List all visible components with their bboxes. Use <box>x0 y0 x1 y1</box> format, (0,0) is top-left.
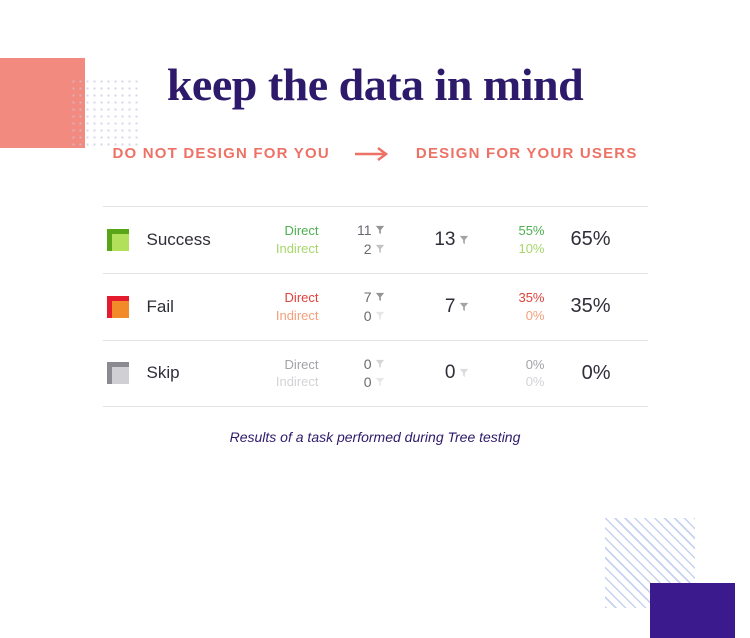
direct-pct: 0% <box>475 356 545 374</box>
count-group: 7 0 <box>325 288 385 326</box>
total-count: 7 <box>391 296 469 318</box>
decorative-dot-grid <box>70 78 140 148</box>
count-group: 0 0 <box>325 355 385 393</box>
total-count: 13 <box>391 229 469 251</box>
sublabel-group: Direct Indirect <box>239 222 319 257</box>
sublabel-group: Direct Indirect <box>239 289 319 324</box>
category-swatch <box>107 362 129 384</box>
total-pct: 65% <box>551 228 611 251</box>
sublabel-indirect: Indirect <box>239 307 319 325</box>
total-count: 0 <box>391 362 469 384</box>
sublabel-indirect: Indirect <box>239 240 319 258</box>
pct-group: 0% 0% <box>475 356 545 391</box>
arrow-icon <box>354 146 392 162</box>
sublabel-direct: Direct <box>239 356 319 374</box>
sublabel-direct: Direct <box>239 222 319 240</box>
sublabel-group: Direct Indirect <box>239 356 319 391</box>
category-label: Fail <box>147 297 233 317</box>
category-label: Skip <box>147 363 233 383</box>
indirect-count: 0 <box>325 373 385 392</box>
subtitle-left: DO NOT DESIGN FOR YOU <box>112 145 329 162</box>
table-caption: Results of a task performed during Tree … <box>103 429 648 445</box>
indirect-count: 2 <box>325 240 385 259</box>
direct-count: 11 <box>325 221 385 240</box>
indirect-count: 0 <box>325 307 385 326</box>
subtitle-right: DESIGN FOR YOUR USERS <box>416 145 638 162</box>
table-row: Fail Direct Indirect 7 0 7 35% 0% 35% <box>103 274 648 340</box>
category-label: Success <box>147 230 233 250</box>
pct-group: 55% 10% <box>475 222 545 257</box>
direct-count: 0 <box>325 355 385 374</box>
decorative-purple-square <box>650 583 735 638</box>
total-pct: 0% <box>551 362 611 385</box>
indirect-pct: 0% <box>475 307 545 325</box>
table-row: Success Direct Indirect 11 2 13 55% 10% … <box>103 207 648 273</box>
divider <box>103 406 648 407</box>
results-table: Success Direct Indirect 11 2 13 55% 10% … <box>103 206 648 445</box>
sublabel-indirect: Indirect <box>239 373 319 391</box>
indirect-pct: 10% <box>475 240 545 258</box>
table-row: Skip Direct Indirect 0 0 0 0% 0% 0% <box>103 341 648 407</box>
indirect-pct: 0% <box>475 373 545 391</box>
direct-pct: 55% <box>475 222 545 240</box>
direct-count: 7 <box>325 288 385 307</box>
pct-group: 35% 0% <box>475 289 545 324</box>
count-group: 11 2 <box>325 221 385 259</box>
direct-pct: 35% <box>475 289 545 307</box>
sublabel-direct: Direct <box>239 289 319 307</box>
total-pct: 35% <box>551 295 611 318</box>
category-swatch <box>107 296 129 318</box>
category-swatch <box>107 229 129 251</box>
